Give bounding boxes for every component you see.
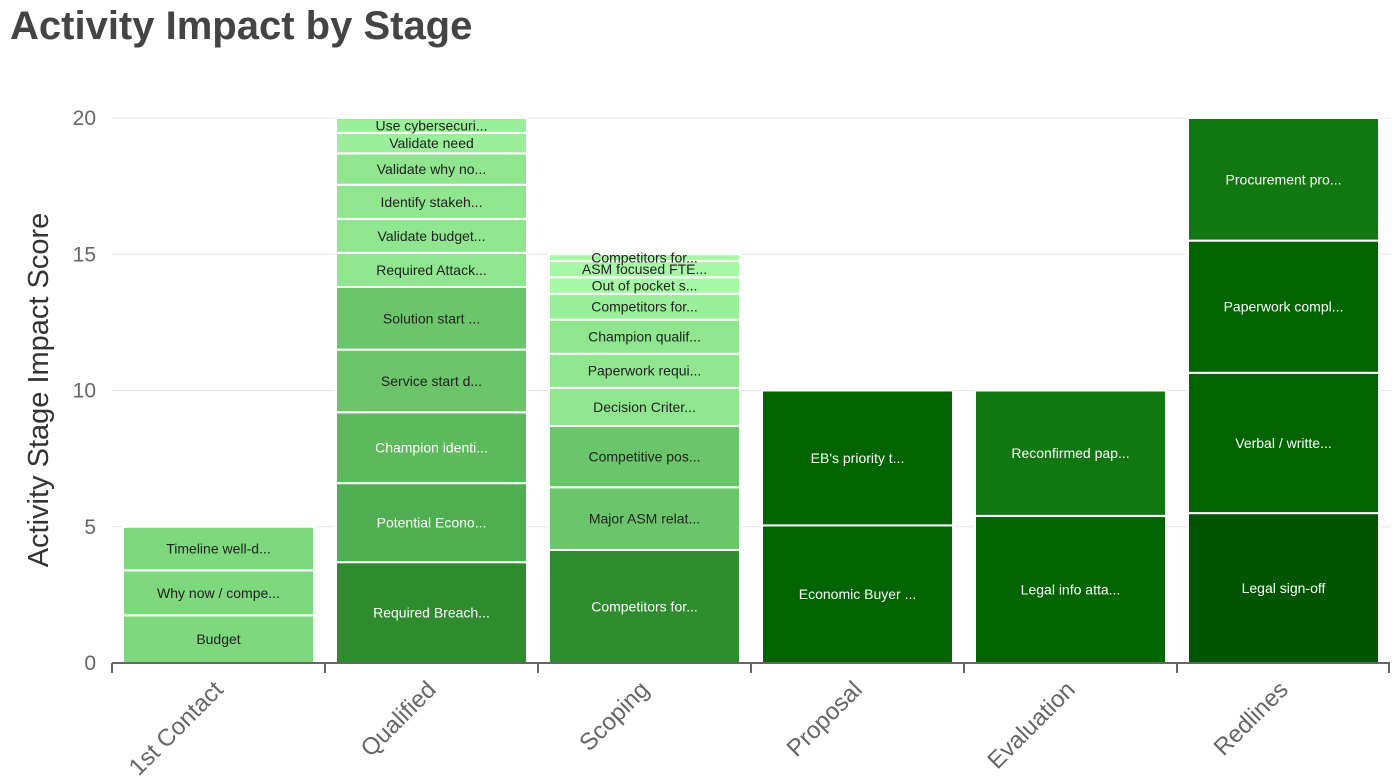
bar-segment-label: Use cybersecuri... — [375, 117, 487, 133]
y-tick-label: 0 — [84, 652, 96, 675]
y-axis-label: Activity Stage Impact Score — [23, 213, 55, 568]
bar-segment[interactable] — [335, 285, 528, 351]
bar-segment-label: Paperwork compl... — [1224, 299, 1344, 315]
bar-segment[interactable] — [122, 525, 315, 572]
x-tick-label: Evaluation — [982, 676, 1080, 774]
bar-segment-label: Verbal / writte... — [1235, 435, 1331, 451]
bar-segment-label: Validate budget... — [378, 228, 486, 244]
bar-segment[interactable] — [335, 117, 528, 134]
bar-segment[interactable] — [1187, 117, 1380, 242]
bar-segment-label: Budget — [196, 631, 240, 647]
bar-segment[interactable] — [548, 386, 741, 427]
bar-segment-label: Validate why no... — [377, 161, 486, 177]
bar-segment-label: Why now / compe... — [157, 585, 280, 601]
chart-title: Activity Impact by Stage — [10, 4, 473, 48]
bar-segment[interactable] — [548, 253, 741, 263]
x-tick-label: Proposal — [782, 676, 868, 762]
bar-segment-label: Potential Econo... — [377, 515, 487, 531]
bar-segment[interactable] — [974, 514, 1167, 664]
bar-segment-label: Competitors for... — [591, 299, 698, 315]
bar-segment-label: Champion identi... — [375, 440, 488, 456]
bar-segment[interactable] — [548, 424, 741, 489]
bars: Budget Why now / compe... Timeline well-d.… — [122, 117, 1380, 665]
bar-segment-label: ASM focused FTE... — [582, 261, 707, 277]
bar-segment[interactable] — [548, 548, 741, 664]
bar-segment-label: Legal sign-off — [1242, 580, 1326, 596]
x-tick-label: Redlines — [1209, 676, 1294, 761]
y-tick-label: 20 — [73, 107, 96, 130]
bar-segment-label: Paperwork requi... — [588, 363, 702, 379]
bar-segment[interactable] — [335, 251, 528, 288]
bar-segment[interactable] — [761, 389, 954, 527]
bar-segment-label: Procurement pro... — [1226, 171, 1342, 187]
x-tick-label: Qualified — [356, 676, 442, 762]
bar-segment-label: Required Attack... — [376, 262, 487, 278]
bar-segment[interactable] — [335, 183, 528, 220]
x-tick-label: Scoping — [574, 676, 654, 756]
y-tick-label: 15 — [73, 243, 96, 266]
bar-segment-label: Competitive pos... — [588, 449, 700, 465]
bar-segment-label: EB's priority t... — [811, 450, 905, 466]
bar-segment[interactable] — [1187, 371, 1380, 515]
bar-segment[interactable] — [1187, 239, 1380, 374]
bar-segment-label: Service start d... — [381, 373, 482, 389]
bar-segment[interactable] — [548, 352, 741, 389]
bar-segment-label: Validate need — [389, 135, 474, 151]
y-tick-label: 5 — [84, 516, 96, 539]
bar-segment-label: Major ASM relat... — [589, 511, 700, 527]
bar-segment-label: Timeline well-d... — [166, 541, 271, 557]
x-tick-label: 1st Contact — [124, 676, 229, 779]
bar-segment[interactable] — [548, 292, 741, 321]
bar-segment-label: Required Breach... — [373, 605, 490, 621]
bar-segment-label: Legal info atta... — [1021, 581, 1121, 597]
bar-segment[interactable] — [974, 389, 1167, 517]
bar-segment-label: Competitors for... — [591, 598, 698, 614]
bar-segment-label: Economic Buyer ... — [799, 586, 917, 602]
bar-segment[interactable] — [122, 569, 315, 617]
bar-segment-label: Reconfirmed pap... — [1011, 445, 1129, 461]
bar-segment-label: Champion qualif... — [588, 329, 701, 345]
grid-lines — [112, 117, 1390, 528]
bar-segment-label: Competitors for... — [591, 250, 698, 266]
bar-segment-label: Solution start ... — [383, 310, 480, 326]
y-tick-label: 10 — [73, 380, 96, 403]
bar-segment[interactable] — [548, 318, 741, 355]
bar-segment-label: Identify stakeh... — [381, 194, 483, 210]
bar-segment-label: Out of pocket s... — [592, 278, 698, 294]
bar-segment[interactable] — [335, 482, 528, 564]
bar-segment-label: Decision Criter... — [593, 399, 696, 415]
